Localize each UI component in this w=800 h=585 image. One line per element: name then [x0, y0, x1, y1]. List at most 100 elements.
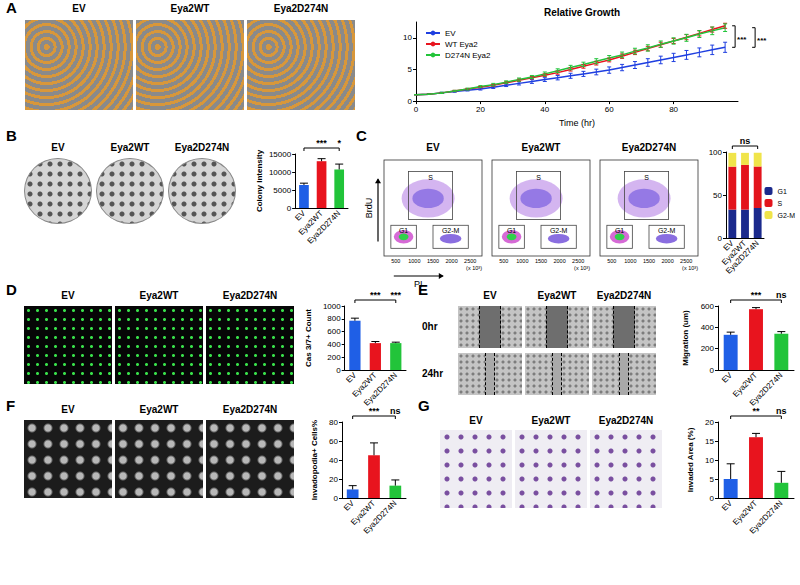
svg-text:0: 0	[710, 366, 715, 375]
svg-text:(x 10³): (x 10³)	[574, 265, 590, 271]
svg-text:600: 600	[327, 327, 341, 336]
svg-text:G1: G1	[507, 227, 516, 234]
svg-text:G2-M: G2-M	[442, 227, 460, 234]
svg-text:2000: 2000	[661, 258, 673, 264]
svg-text:20: 20	[476, 105, 485, 114]
svg-text:***: ***	[737, 35, 747, 44]
svg-text:20: 20	[705, 418, 714, 427]
svg-text:EV: EV	[720, 370, 734, 384]
svg-text:(x 10³): (x 10³)	[466, 265, 482, 271]
svg-text:***: ***	[370, 290, 381, 300]
svg-text:500: 500	[499, 258, 508, 264]
svg-text:10: 10	[403, 33, 412, 42]
svg-text:0: 0	[334, 494, 339, 503]
svg-text:50: 50	[713, 191, 722, 200]
svg-text:ns: ns	[776, 406, 787, 416]
svg-text:S: S	[644, 174, 649, 181]
svg-text:G1: G1	[399, 227, 408, 234]
svg-text:15: 15	[705, 437, 714, 446]
svg-text:Eya2D274N: Eya2D274N	[724, 239, 761, 276]
svg-text:2500: 2500	[572, 258, 584, 264]
svg-text:2000: 2000	[553, 258, 565, 264]
svg-text:400: 400	[327, 340, 341, 349]
svg-text:80: 80	[329, 418, 338, 427]
svg-text:Time (hr): Time (hr)	[559, 118, 595, 128]
svg-text:G2-M: G2-M	[658, 227, 676, 234]
svg-text:2500: 2500	[680, 258, 692, 264]
svg-text:15000: 15000	[269, 150, 292, 159]
svg-text:800: 800	[327, 314, 341, 323]
svg-text:G2-M: G2-M	[550, 227, 568, 234]
svg-text:EV: EV	[445, 29, 456, 38]
svg-text:60: 60	[605, 105, 614, 114]
svg-text:2500: 2500	[464, 258, 476, 264]
svg-text:S: S	[428, 174, 433, 181]
svg-text:1500: 1500	[535, 258, 547, 264]
svg-text:60: 60	[329, 437, 338, 446]
svg-text:10000: 10000	[269, 168, 292, 177]
svg-text:Eya2D274N: Eya2D274N	[362, 499, 399, 536]
svg-text:0: 0	[710, 494, 715, 503]
svg-text:20: 20	[329, 475, 338, 484]
svg-text:(x 10³): (x 10³)	[682, 265, 698, 271]
svg-text:500: 500	[391, 258, 400, 264]
svg-text:Eya2D274N: Eya2D274N	[748, 371, 785, 408]
svg-text:Relative Growth: Relative Growth	[544, 7, 620, 18]
svg-text:400: 400	[701, 323, 715, 332]
svg-text:40: 40	[540, 105, 549, 114]
svg-text:Migration (um): Migration (um)	[681, 310, 690, 366]
svg-text:1000: 1000	[624, 258, 636, 264]
svg-text:200: 200	[327, 353, 341, 362]
svg-text:1000: 1000	[323, 302, 341, 311]
svg-text:Invaded Area (%): Invaded Area (%)	[686, 427, 695, 492]
svg-text:40: 40	[329, 456, 338, 465]
svg-text:***: ***	[369, 406, 380, 416]
svg-text:10: 10	[705, 456, 714, 465]
svg-text:2000: 2000	[445, 258, 457, 264]
svg-text:EV: EV	[342, 498, 356, 512]
svg-text:1500: 1500	[643, 258, 655, 264]
svg-text:WT Eya2: WT Eya2	[445, 40, 478, 49]
svg-text:0: 0	[287, 204, 292, 213]
svg-text:ns: ns	[776, 290, 787, 300]
svg-text:EV: EV	[720, 498, 734, 512]
svg-text:Eya2D274N: Eya2D274N	[748, 499, 785, 536]
svg-text:0: 0	[718, 234, 723, 243]
svg-text:Cas 3/7+ Count: Cas 3/7+ Count	[304, 309, 313, 367]
svg-text:**: **	[752, 406, 760, 416]
svg-text:0: 0	[408, 97, 413, 106]
svg-text:***: ***	[316, 138, 327, 148]
svg-text:ns: ns	[740, 136, 751, 146]
svg-text:G2-M: G2-M	[778, 212, 796, 219]
svg-text:ns: ns	[390, 406, 401, 416]
svg-text:Eya2D274N: Eya2D274N	[362, 371, 399, 408]
svg-text:***: ***	[757, 36, 767, 45]
svg-text:G1: G1	[778, 188, 787, 195]
svg-text:G1: G1	[615, 227, 624, 234]
svg-text:Invadopodia+ Cells%: Invadopodia+ Cells%	[310, 420, 319, 500]
svg-text:1500: 1500	[427, 258, 439, 264]
svg-text:1000: 1000	[408, 258, 420, 264]
svg-text:Eya2WT: Eya2WT	[296, 208, 325, 237]
svg-text:1000: 1000	[516, 258, 528, 264]
svg-text:500: 500	[607, 258, 616, 264]
svg-text:0: 0	[414, 105, 419, 114]
svg-text:*: *	[337, 138, 341, 148]
svg-text:600: 600	[701, 302, 715, 311]
svg-text:5000: 5000	[273, 186, 291, 195]
svg-text:***: ***	[751, 290, 762, 300]
svg-text:200: 200	[701, 344, 715, 353]
svg-text:5: 5	[408, 65, 413, 74]
svg-text:Colony Intensity: Colony Intensity	[255, 149, 264, 212]
svg-text:S: S	[536, 174, 541, 181]
svg-text:5: 5	[710, 475, 715, 484]
svg-text:Eya2D274N: Eya2D274N	[306, 209, 343, 246]
svg-text:100: 100	[709, 148, 723, 157]
svg-text:S: S	[778, 200, 783, 207]
svg-text:BrdU: BrdU	[364, 198, 374, 219]
svg-text:EV: EV	[344, 370, 358, 384]
svg-text:D274N Eya2: D274N Eya2	[445, 51, 491, 60]
svg-text:***: ***	[391, 290, 402, 300]
svg-text:0: 0	[336, 366, 341, 375]
svg-text:80: 80	[669, 105, 678, 114]
